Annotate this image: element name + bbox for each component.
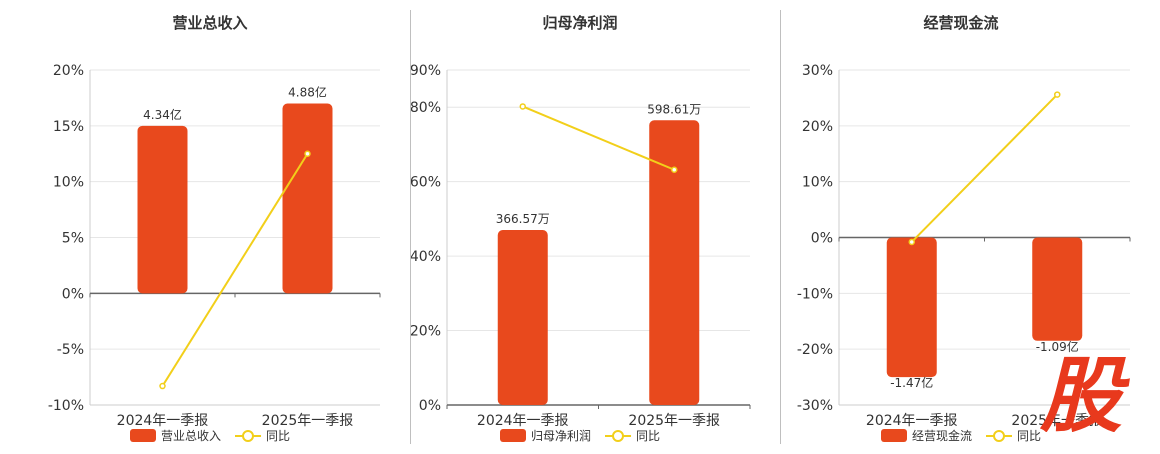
y-tick-label: 40% — [411, 249, 441, 265]
y-tick-label: 90% — [411, 63, 441, 79]
watermark-logo: 股 — [1039, 349, 1145, 444]
legend-label-bar: 经营现金流 — [912, 428, 972, 443]
bar-data-label: -1.09亿 — [1036, 339, 1079, 354]
x-category-label: 2024年一季报 — [866, 413, 958, 429]
y-tick-label: -10% — [48, 398, 84, 414]
watermark-text: 股 — [1040, 352, 1130, 432]
legend-label-bar: 营业总收入 — [161, 429, 221, 443]
legend-swatch-line-marker — [993, 430, 1005, 442]
y-tick-label: 5% — [62, 231, 84, 247]
yoy-point — [908, 238, 915, 246]
y-tick-label: 80% — [411, 100, 441, 116]
y-tick-label: -5% — [57, 342, 84, 358]
chart-net-profit: 归母净利润 90% 80% 60% 40% 20% 0% 2024年一季报 2025年一季报 36… — [410, 14, 751, 443]
x-category-label: 2025年一季报 — [262, 413, 354, 429]
legend: 营业总收入 同比 — [130, 429, 290, 443]
legend: 归母净利润 同比 — [500, 429, 660, 443]
yoy-line — [911, 93, 1058, 243]
yoy-point — [1054, 91, 1061, 98]
legend-swatch-bar — [500, 429, 526, 442]
y-tick-label: 10% — [53, 175, 84, 191]
chart-title: 归母净利润 — [542, 14, 617, 32]
yoy-point — [304, 150, 311, 157]
y-tick-label: 60% — [411, 175, 441, 191]
y-tick-label: -20% — [797, 342, 833, 358]
yoy-point — [671, 166, 678, 174]
y-tick-label: 20% — [53, 63, 84, 79]
chart-panel-revenue: 营业总收入 20% 15% 10% 5% 0% -5% -10% 2024年一季报 2025年一季… — [0, 0, 410, 450]
yoy-line — [522, 105, 675, 171]
y-tick-label: 0% — [811, 231, 833, 247]
chart-revenue: 营业总收入 20% 15% 10% 5% 0% -5% -10% 2024年一季报 2025年一季… — [48, 14, 381, 443]
yoy-point — [159, 382, 166, 390]
bar-data-label: 366.57万 — [496, 212, 550, 226]
legend-label-bar: 归母净利润 — [531, 429, 591, 443]
legend-swatch-bar — [881, 429, 907, 442]
bar — [137, 125, 188, 294]
x-category-label: 2025年一季报 — [1011, 413, 1103, 429]
bar-data-label: 598.61万 — [647, 102, 701, 116]
y-tick-label: 10% — [802, 175, 833, 191]
legend-label-line: 同比 — [1017, 429, 1041, 443]
chart-panel-cash-flow: 经营现金流 30% 20% 10% 0% -10% -20% -30% 2024年一季报 2025… — [781, 0, 1160, 450]
legend-label-line: 同比 — [266, 429, 290, 443]
bar — [649, 120, 700, 405]
y-tick-label: -30% — [797, 398, 833, 414]
y-tick-label: 0% — [62, 286, 84, 302]
y-tick-label: 15% — [53, 119, 84, 135]
legend-swatch-line-marker — [242, 430, 254, 442]
legend-swatch-line-marker — [612, 430, 624, 442]
bar — [886, 237, 937, 378]
y-tick-label: 20% — [411, 324, 441, 340]
bar-data-label: 4.34亿 — [143, 107, 182, 122]
bar — [1032, 237, 1083, 341]
yoy-line — [161, 153, 309, 387]
legend: 经营现金流 同比 — [881, 428, 1041, 443]
chart-panel-net-profit: 归母净利润 90% 80% 60% 40% 20% 0% 2024年一季报 2025年一季报 36… — [410, 0, 780, 450]
y-tick-label: -10% — [797, 286, 833, 302]
chart-cash-flow: 经营现金流 30% 20% 10% 0% -10% -20% -30% 2024年一季报 2025… — [797, 14, 1131, 443]
chart-title: 经营现金流 — [923, 14, 998, 32]
x-category-label: 2024年一季报 — [117, 413, 209, 429]
bar-data-label: 4.88亿 — [288, 85, 327, 100]
watermark-logo-graphic: 股 — [1039, 349, 1130, 444]
bar — [497, 230, 548, 405]
bar-data-label: -1.47亿 — [890, 375, 933, 390]
panel-divider — [410, 10, 411, 444]
bar — [282, 103, 333, 294]
y-tick-label: 20% — [802, 119, 833, 135]
x-category-label: 2025年一季报 — [628, 413, 720, 429]
y-tick-label: 0% — [419, 398, 441, 414]
yoy-point — [519, 103, 526, 110]
legend-swatch-bar — [130, 429, 156, 442]
x-category-label: 2024年一季报 — [477, 413, 569, 429]
panel-divider — [780, 10, 781, 444]
y-tick-label: 30% — [802, 63, 833, 79]
chart-title: 营业总收入 — [172, 14, 247, 32]
legend-label-line: 同比 — [636, 429, 660, 443]
